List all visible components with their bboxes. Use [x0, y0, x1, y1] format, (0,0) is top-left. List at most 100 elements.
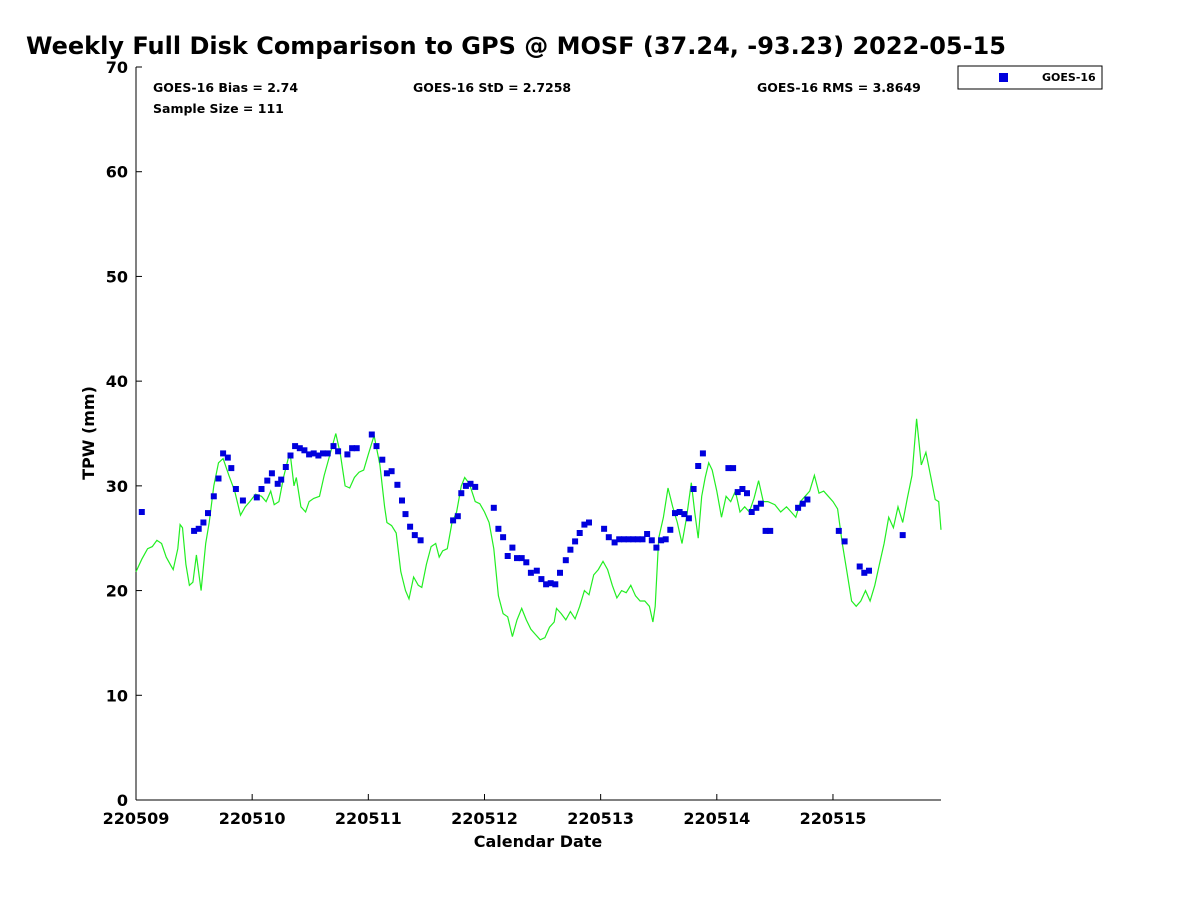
goes16-point [315, 452, 322, 459]
legend-marker-goes16 [999, 73, 1008, 82]
legend-label-goes16: GOES-16 [1042, 71, 1096, 84]
axis-ticks: 0 10 20 30 40 50 60 70 220509 220510 220511 220512 2… [103, 58, 867, 828]
goes16-point [195, 525, 202, 532]
goes16-point [394, 481, 401, 488]
bias-stat: GOES-16 Bias = 2.74 [153, 80, 298, 95]
goes16-point [581, 521, 588, 528]
goes16-point [601, 525, 608, 532]
x-tick-label: 220515 [800, 809, 867, 828]
goes16-point [200, 519, 207, 526]
goes16-point [586, 519, 592, 526]
goes16-point [278, 476, 285, 483]
goes16-point [454, 513, 461, 520]
goes16-point [625, 536, 632, 543]
goes16-point [296, 445, 303, 452]
goes16-point [748, 509, 755, 515]
goes16-point [388, 468, 395, 475]
goes16-point [753, 504, 760, 511]
goes16-point [866, 567, 872, 574]
goes16-point [467, 480, 474, 487]
goes16-point [658, 537, 665, 544]
goes16-point [725, 465, 732, 472]
goes16-point [399, 497, 405, 504]
goes16-point [730, 465, 737, 472]
goes16-point [500, 534, 507, 541]
goes16-point [739, 486, 746, 492]
goes16-point [310, 450, 317, 457]
goes16-point [699, 450, 706, 457]
y-tick-label: 50 [106, 267, 128, 286]
goes16-point [239, 497, 246, 504]
goes16-point [744, 490, 750, 497]
y-tick-label: 30 [106, 477, 128, 496]
goes16-point [268, 470, 275, 477]
goes16-point [344, 451, 351, 458]
goes16-point [676, 509, 683, 515]
goes16-point [672, 510, 678, 517]
x-tick-label: 220509 [103, 809, 170, 828]
goes16-point [292, 443, 299, 450]
goes16-point [734, 489, 741, 496]
y-tick-label: 20 [106, 582, 128, 601]
goes16-point [767, 527, 774, 534]
y-tick-label: 40 [106, 372, 128, 391]
rms-stat: GOES-16 RMS = 3.8649 [757, 80, 921, 95]
goes16-point [330, 443, 337, 450]
x-tick-label: 220513 [567, 809, 634, 828]
goes16-point [605, 534, 612, 541]
x-tick-label: 220511 [335, 809, 402, 828]
goes16-point [220, 450, 227, 457]
goes16-point [562, 557, 569, 564]
goes16-point [210, 493, 217, 500]
goes16-point [514, 555, 520, 562]
goes16-point [504, 553, 511, 559]
goes16-point [653, 544, 660, 551]
goes16-point [379, 456, 386, 463]
goes16-point [228, 465, 235, 472]
goes16-point [856, 563, 863, 570]
goes16-point [799, 500, 806, 507]
y-tick-label: 60 [106, 163, 128, 182]
goes16-point [253, 494, 260, 501]
goes16-point [552, 581, 559, 588]
goes16-point [287, 452, 294, 459]
goes16-point [264, 477, 271, 484]
goes16-point [518, 555, 525, 562]
goes16-point [324, 450, 331, 457]
goes16-point [611, 539, 618, 546]
sample-size-stat: Sample Size = 111 [153, 101, 284, 116]
goes16-point [490, 504, 497, 511]
std-stat: GOES-16 StD = 2.7258 [413, 80, 571, 95]
goes16-point [695, 463, 702, 469]
goes16-point [620, 536, 627, 543]
goes16-point [417, 537, 424, 544]
goes16-point [138, 509, 145, 515]
legend: GOES-16 [957, 65, 1103, 90]
goes16-point [523, 559, 530, 566]
x-tick-label: 220510 [219, 809, 286, 828]
x-tick-label: 220514 [683, 809, 750, 828]
goes16-point [383, 470, 390, 477]
x-tick-label: 220512 [451, 809, 518, 828]
goes16-point [306, 451, 313, 458]
goes16-point [215, 475, 222, 482]
goes16-point [349, 445, 356, 452]
goes16-point [634, 536, 641, 543]
goes16-point [191, 527, 198, 534]
y-axis-label: TPW (mm) [79, 386, 98, 480]
goes16-point [301, 447, 308, 454]
goes16-point [644, 531, 651, 537]
goes16-point [567, 546, 574, 553]
goes16-point [835, 527, 842, 534]
goes16-point [320, 450, 326, 457]
goes16-point [373, 443, 380, 450]
y-tick-label: 10 [106, 686, 128, 705]
goes16-point [402, 511, 409, 518]
goes16-point [335, 448, 342, 455]
y-tick-label: 70 [106, 58, 128, 77]
goes16-point [795, 504, 802, 511]
chart-title: Weekly Full Disk Comparison to GPS @ MOS… [26, 32, 1006, 60]
legend-box [957, 65, 1103, 90]
goes16-point [258, 486, 265, 492]
